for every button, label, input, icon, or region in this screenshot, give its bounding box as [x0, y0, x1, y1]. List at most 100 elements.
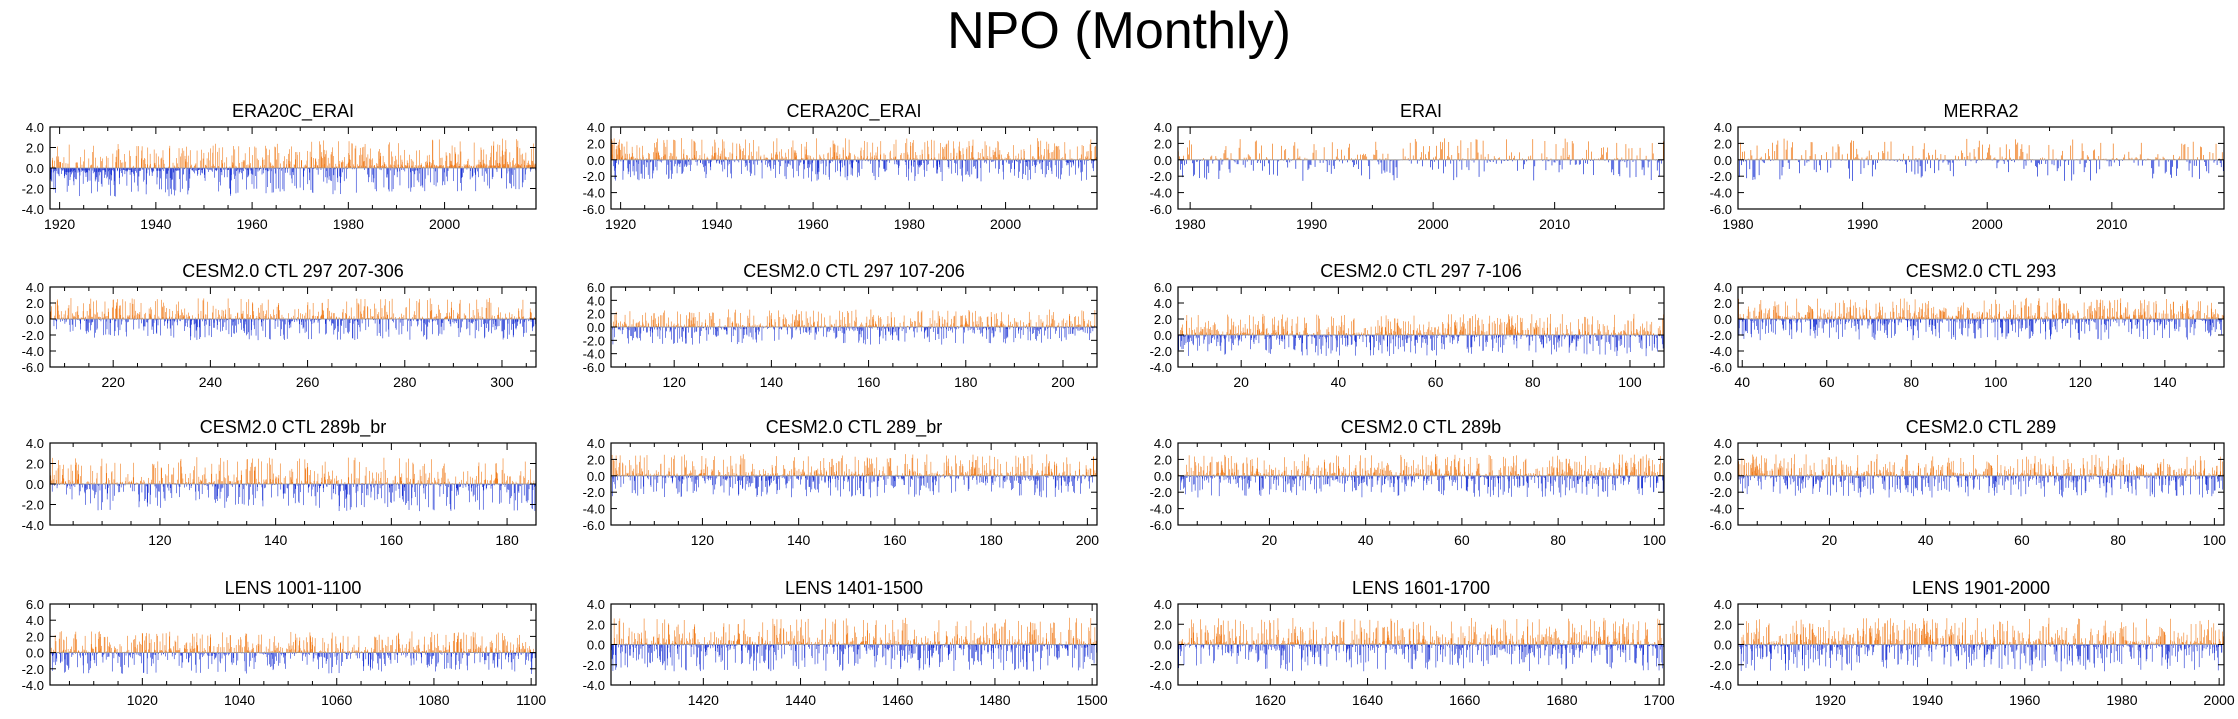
- bar: [1606, 152, 1607, 159]
- bar: [816, 138, 817, 159]
- bar: [487, 168, 488, 186]
- bar: [481, 165, 482, 168]
- bar: [258, 160, 259, 168]
- bar: [2035, 160, 2036, 166]
- bar: [77, 163, 78, 168]
- bar: [870, 152, 871, 159]
- bar: [406, 307, 407, 319]
- bar: [1211, 156, 1212, 160]
- bar: [492, 168, 493, 179]
- bar: [69, 305, 70, 319]
- bar: [97, 319, 98, 328]
- bar: [201, 150, 202, 168]
- bar: [364, 161, 365, 168]
- bar: [1891, 142, 1892, 160]
- bar: [1357, 155, 1358, 160]
- bar: [461, 152, 462, 168]
- bar: [925, 142, 926, 160]
- bar: [695, 143, 696, 160]
- bar: [1030, 160, 1031, 180]
- bar: [486, 168, 487, 174]
- bar: [1921, 160, 1922, 178]
- bar: [2068, 160, 2069, 165]
- bar: [163, 160, 164, 168]
- bar: [1181, 160, 1182, 164]
- bar: [775, 160, 776, 165]
- bar: [1323, 160, 1324, 163]
- bar: [279, 153, 280, 168]
- bar: [2026, 160, 2027, 166]
- bar: [217, 319, 218, 325]
- bar: [257, 159, 258, 168]
- bar: [646, 160, 647, 167]
- bar: [396, 160, 397, 168]
- bar: [2194, 160, 2195, 166]
- bar: [1836, 152, 1837, 159]
- bar: [485, 164, 486, 168]
- bar: [304, 319, 305, 327]
- bar: [743, 148, 744, 159]
- bar: [389, 301, 390, 319]
- chart-panel: ERAI4.02.00.0-2.0-4.0-6.01980 1990 2000 201…: [1150, 101, 1664, 232]
- bar: [1788, 160, 1789, 163]
- bar: [266, 310, 267, 319]
- bar: [496, 160, 497, 168]
- bar: [1905, 160, 1906, 165]
- bar: [312, 316, 313, 319]
- bar: [60, 319, 61, 322]
- bar: [154, 315, 155, 319]
- bar: [1810, 156, 1811, 160]
- bar: [170, 168, 171, 189]
- bar: [977, 160, 978, 179]
- bar: [83, 303, 84, 319]
- bar: [263, 160, 264, 168]
- bar: [256, 319, 257, 336]
- bar: [2203, 155, 2204, 160]
- bar: [376, 309, 377, 319]
- bar: [2004, 160, 2005, 164]
- bar: [883, 160, 884, 169]
- bar: [331, 316, 332, 319]
- bar: [235, 319, 236, 326]
- y-tick-label: 0.0: [26, 161, 44, 176]
- y-tick-label: -2.0: [1150, 169, 1172, 184]
- bar: [483, 149, 484, 168]
- bar: [1192, 160, 1193, 163]
- bar: [329, 311, 330, 319]
- bar: [666, 160, 667, 175]
- bar: [61, 311, 62, 319]
- bar: [858, 160, 859, 173]
- bar: [1888, 152, 1889, 160]
- bar: [127, 315, 128, 319]
- bar: [895, 160, 896, 164]
- bar: [1458, 153, 1459, 160]
- bar: [1293, 146, 1294, 160]
- bar: [86, 319, 87, 334]
- bar: [1088, 151, 1089, 160]
- bar: [461, 168, 462, 178]
- bar: [2006, 144, 2007, 159]
- bar: [1077, 146, 1078, 159]
- bar: [133, 319, 134, 330]
- bar: [366, 319, 367, 330]
- bar: [194, 168, 195, 173]
- bar: [104, 314, 105, 319]
- bar: [2171, 160, 2172, 178]
- bar: [311, 142, 312, 168]
- bar: [130, 156, 131, 168]
- bar: [1786, 150, 1787, 160]
- bar: [1368, 160, 1369, 166]
- bar: [737, 144, 738, 160]
- bar: [224, 168, 225, 177]
- bar: [73, 319, 74, 331]
- bar: [2208, 160, 2209, 173]
- y-tick-label: -2.0: [583, 169, 605, 184]
- bar: [58, 311, 59, 319]
- bar: [790, 160, 791, 165]
- bar: [470, 168, 471, 171]
- bar: [233, 319, 234, 322]
- bar: [1095, 147, 1096, 160]
- bar: [231, 168, 232, 180]
- bar: [280, 168, 281, 192]
- bar: [227, 168, 228, 177]
